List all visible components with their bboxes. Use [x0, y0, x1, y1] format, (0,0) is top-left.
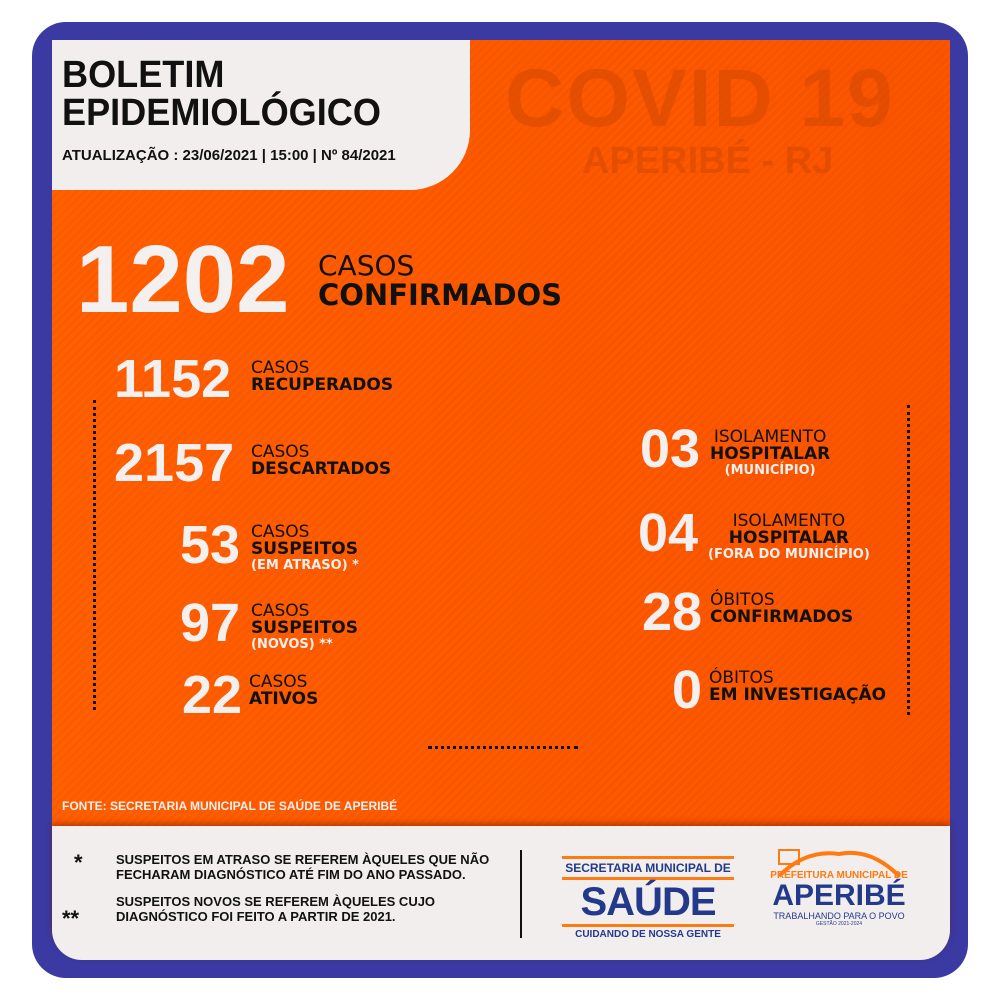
stat-isolamento-municipio-value: 03	[640, 419, 701, 479]
dotted-divider-bottom	[428, 746, 578, 749]
stat-descartados-value: 2157	[114, 433, 235, 493]
note-text: SUSPEITOS NOVOS SE REFEREM ÀQUELES CUJO …	[116, 894, 436, 924]
stat-suspeitos-novos-value: 97	[180, 593, 241, 653]
stat-isolamento-municipio-label: ISOLAMENTO HOSPITALAR (MUNICÍPIO)	[710, 427, 831, 478]
watermark-city: APERIBÉ - RJ	[582, 140, 834, 182]
stat-ativos-value: 22	[182, 665, 243, 725]
footer-separator	[520, 850, 522, 938]
stat-isolamento-fora-value: 04	[638, 503, 699, 563]
note-marker: *	[74, 850, 83, 875]
page-title: BOLETIM EPIDEMIOLÓGICO	[62, 54, 381, 134]
stat-suspeitos-atraso-value: 53	[180, 515, 241, 575]
dotted-divider-left	[93, 400, 96, 710]
source-note: FONTE: SECRETARIA MUNICIPAL DE SAÚDE DE …	[62, 799, 398, 813]
dotted-divider-right	[907, 405, 910, 715]
stat-isolamento-fora-label: ISOLAMENTO HOSPITALAR (FORA DO MUNICÍPIO)	[708, 511, 870, 562]
stat-suspeitos-novos-label: CASOS SUSPEITOS (NOVOS) **	[251, 601, 358, 652]
stat-suspeitos-atraso-label: CASOS SUSPEITOS (EM ATRASO) *	[251, 522, 359, 573]
stat-obitos-confirmados-label: ÓBITOS CONFIRMADOS	[710, 590, 854, 628]
note-marker: **	[62, 906, 80, 931]
handshake-mountain-icon	[777, 849, 901, 878]
footer-panel: * SUSPEITOS EM ATRASO SE REFEREM ÀQUELES…	[52, 826, 950, 960]
stat-obitos-investigacao-value: 0	[672, 660, 703, 720]
stat-confirmados-label: CASOS CONFIRMADOS	[318, 249, 563, 312]
note-text: SUSPEITOS EM ATRASO SE REFEREM ÀQUELES Q…	[116, 852, 490, 882]
stat-descartados-label: CASOS DESCARTADOS	[251, 442, 392, 480]
stat-confirmados-value: 1202	[76, 226, 290, 333]
header-box: BOLETIM EPIDEMIOLÓGICO ATUALIZAÇÃO : 23/0…	[52, 40, 470, 190]
update-info: ATUALIZAÇÃO : 23/06/2021 | 15:00 | Nº 84…	[62, 147, 396, 164]
watermark-covid: COVID 19	[505, 53, 895, 144]
stat-ativos-label: CASOS ATIVOS	[249, 672, 319, 710]
stat-recuperados-label: CASOS RECUPERADOS	[251, 358, 394, 396]
stat-obitos-confirmados-value: 28	[642, 582, 703, 642]
aperibe-logo: PREFEITURA MUNICIPAL DE APERIBÉ TRABALHA…	[764, 846, 914, 927]
stat-recuperados-value: 1152	[114, 349, 232, 409]
stat-obitos-investigacao-label: ÓBITOS EM INVESTIGAÇÃO	[709, 668, 887, 706]
saude-logo: SECRETARIA MUNICIPAL DE SAÚDE CUIDANDO D…	[562, 854, 734, 940]
